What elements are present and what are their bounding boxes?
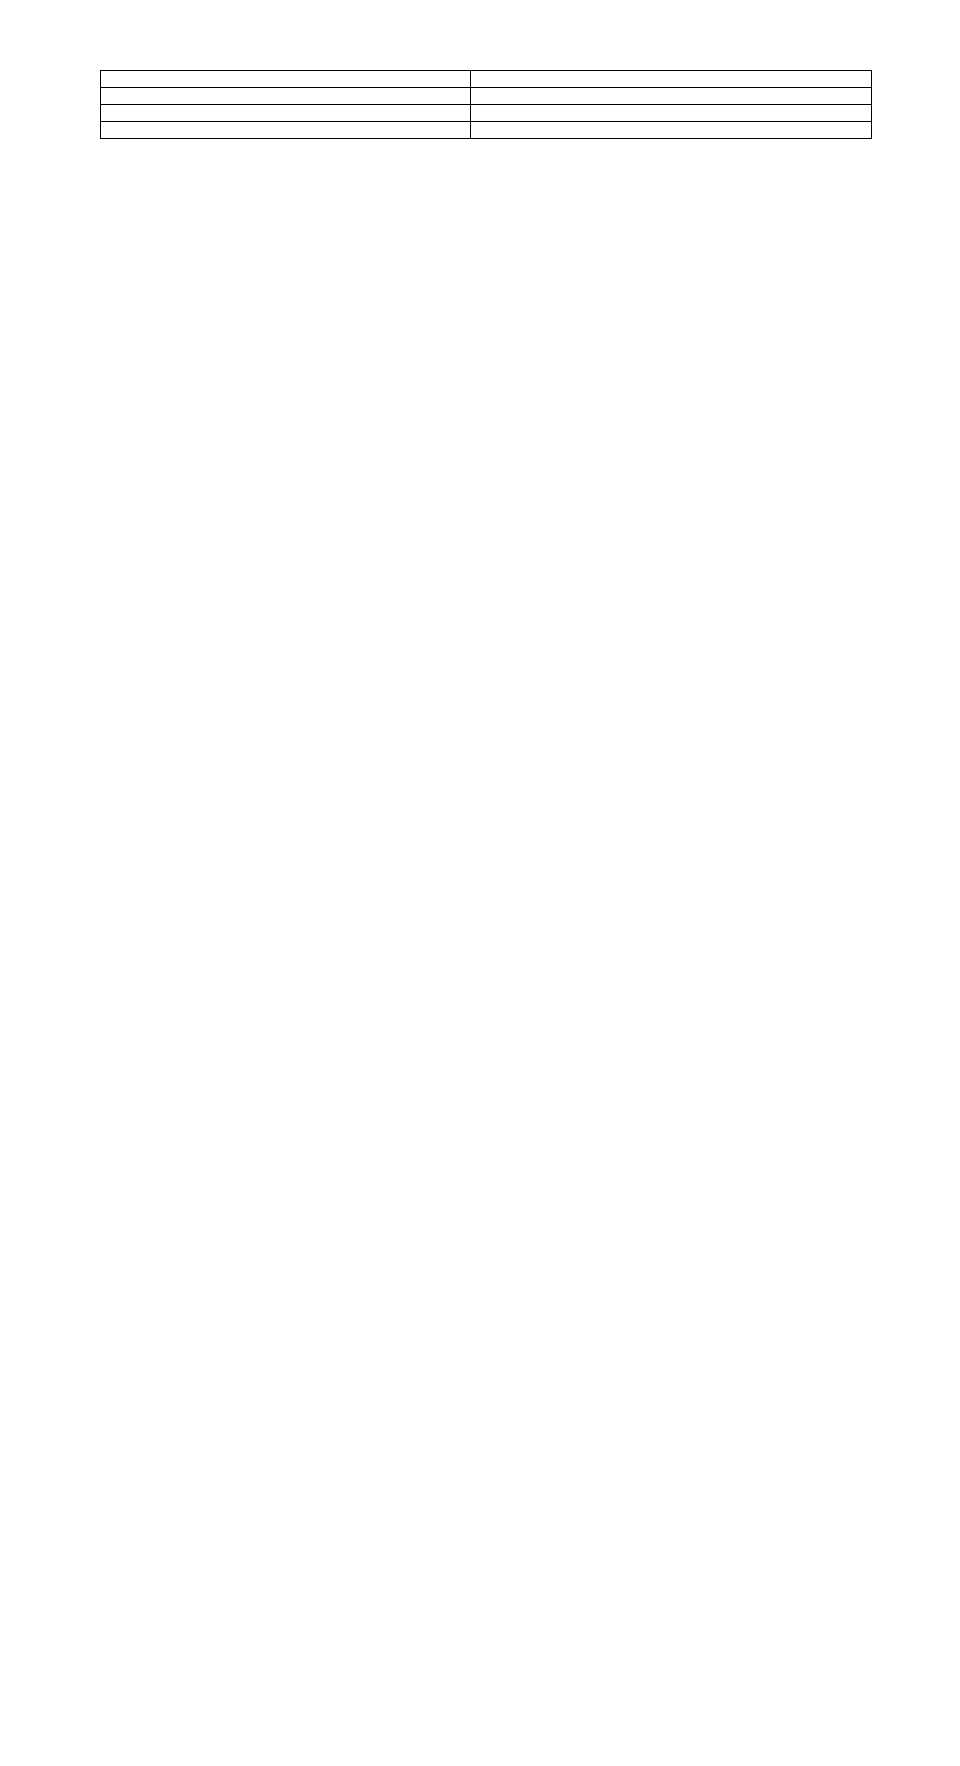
table-cell-uppgifter (471, 122, 872, 139)
page (0, 0, 960, 1766)
table-header-utbildningsform (101, 71, 471, 88)
table-cell-uppgifter (471, 88, 872, 105)
table-cell-uppgifter (471, 105, 872, 122)
table-header-row (101, 71, 872, 88)
table-cell-form (101, 105, 471, 122)
table-row (101, 105, 872, 122)
table-row (101, 88, 872, 105)
table-cell-form (101, 88, 471, 105)
table-cell-form (101, 122, 471, 139)
table-row (101, 122, 872, 139)
statistics-table (100, 70, 872, 139)
table-header-uppgifter (471, 71, 872, 88)
